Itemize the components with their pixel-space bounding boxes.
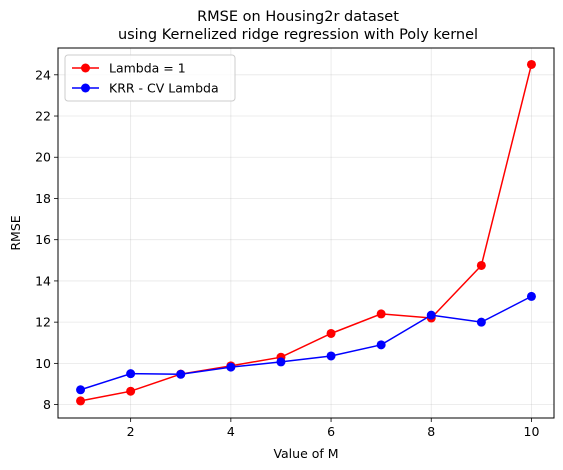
x-tick-label: 10 [524,424,540,439]
y-tick-label: 8 [43,397,51,412]
grid [58,48,554,418]
chart-title-line-2: using Kernelized ridge regression with P… [118,27,478,43]
data-point-lambda-1 [526,59,536,69]
chart-title-line-1: RMSE on Housing2r dataset [197,9,399,25]
data-point-krr-cv-lambda [476,317,486,327]
x-axis-label: Value of M [273,446,338,461]
y-tick-label: 10 [35,356,51,371]
legend-box [64,54,236,102]
data-point-krr-cv-lambda [376,340,386,350]
data-point-lambda-1 [476,260,486,270]
data-point-krr-cv-lambda [526,291,536,301]
y-tick-label: 12 [35,315,51,330]
x-tick-label: 6 [327,424,335,439]
series-layer [76,59,536,406]
legend-label-krr-cv-lambda: KRR - CV Lambda [109,81,219,96]
x-tick-label: 8 [427,424,435,439]
data-point-lambda-1 [76,396,86,406]
data-point-lambda-1 [376,309,386,319]
y-tick-label: 18 [35,191,51,206]
data-point-krr-cv-lambda [276,357,286,367]
series-line-krr-cv-lambda [80,295,532,391]
data-point-krr-cv-lambda [226,362,236,372]
x-axis: 2 4 6 8 10 [127,418,540,439]
y-axis-label: RMSE [8,215,23,250]
legend: Lambda = 1 KRR - CV Lambda [64,54,236,102]
data-point-krr-cv-lambda [426,310,436,320]
data-point-lambda-1 [326,328,336,338]
legend-marker-lambda-1 [81,63,90,73]
y-tick-label: 16 [35,232,51,247]
data-point-lambda-1 [126,386,136,396]
series-line-lambda-1 [80,64,533,402]
plot-area-frame [57,47,555,419]
data-point-krr-cv-lambda [176,369,186,379]
legend-marker-krr-cv-lambda [81,83,90,93]
y-tick-label: 24 [35,67,51,82]
x-tick-label: 4 [227,424,235,439]
data-point-krr-cv-lambda [76,385,86,395]
data-point-krr-cv-lambda [126,369,136,379]
x-tick-label: 2 [127,424,135,439]
legend-label-lambda-1: Lambda = 1 [109,61,186,76]
y-tick-label: 22 [35,109,51,124]
y-tick-label: 20 [35,150,51,165]
y-tick-label: 14 [35,273,51,288]
y-axis: 8 10 12 14 16 18 20 22 24 [35,67,58,412]
data-point-krr-cv-lambda [326,351,336,361]
